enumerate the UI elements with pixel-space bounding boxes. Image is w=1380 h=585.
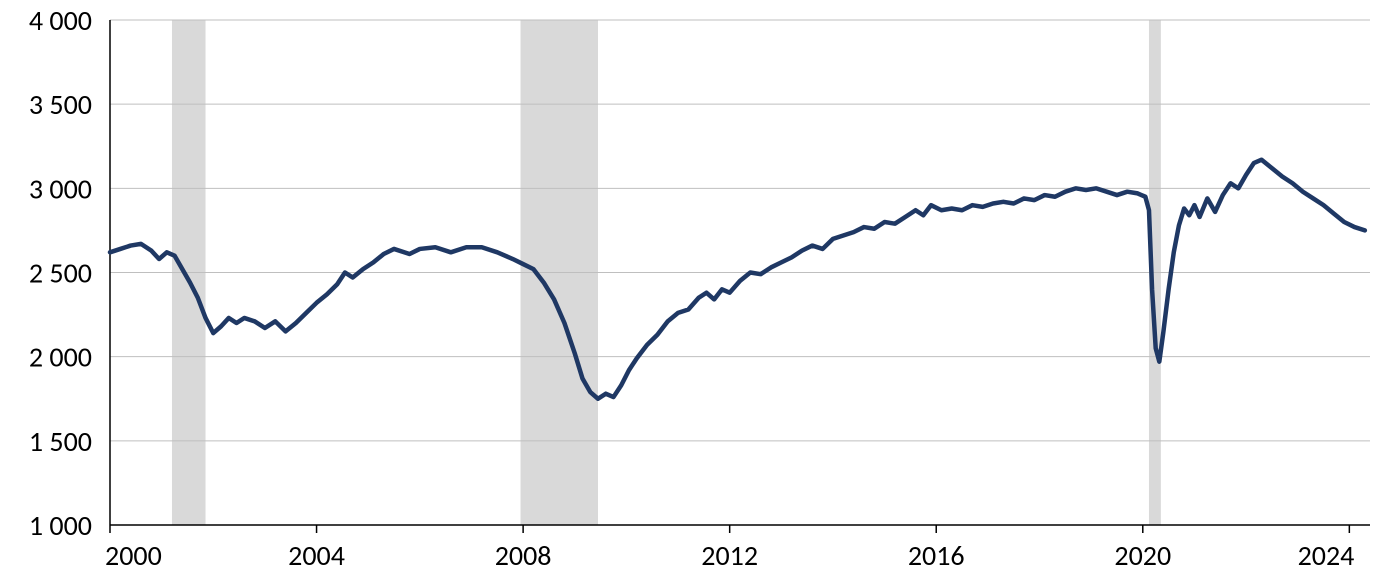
chart-svg: 2000 2004 2008 2012 2016 2020 2024 1 000 1 500 2 … [0,0,1380,585]
y-ticks: 1 000 1 500 2 000 2 500 3 000 3 500 4 000 [29,3,92,543]
x-tick-label: 2020 [1114,538,1171,573]
x-tick-label: 2004 [288,538,345,573]
x-tick-label: 2000 [105,538,162,573]
gridlines [110,20,1370,441]
y-tick-label: 3 500 [29,87,92,122]
y-tick-label: 4 000 [29,3,92,38]
x-tick-label: 2024 [1298,538,1355,573]
x-tick-label: 2008 [495,538,552,573]
x-tick-label: 2016 [908,538,965,573]
y-tick-label: 1 000 [29,508,92,543]
x-tick-label: 2012 [701,538,758,573]
data-series-line [110,160,1365,399]
line-chart: 2000 2004 2008 2012 2016 2020 2024 1 000 1 500 2 … [0,0,1380,585]
y-tick-label: 2 500 [29,256,92,291]
y-tick-label: 1 500 [29,424,92,459]
y-tick-label: 2 000 [29,340,92,375]
x-ticks: 2000 2004 2008 2012 2016 2020 2024 [105,525,1354,573]
y-tick-label: 3 000 [29,171,92,206]
